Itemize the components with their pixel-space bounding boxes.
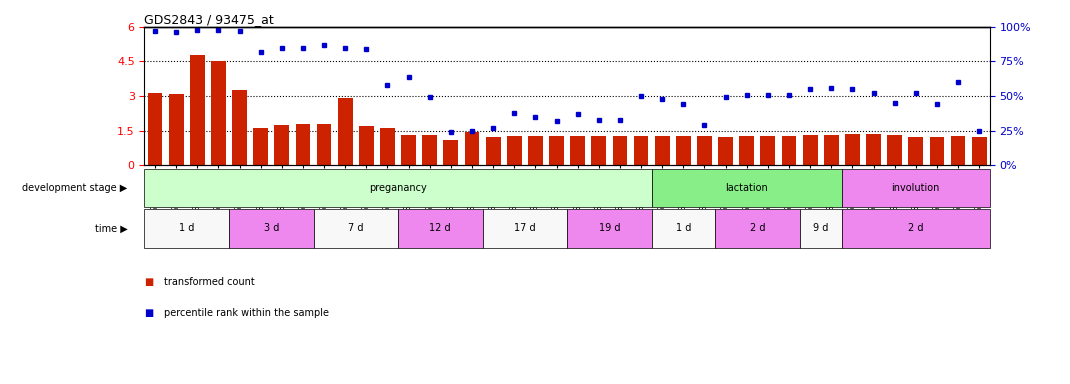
Bar bbox=[211, 61, 226, 165]
Bar bbox=[739, 136, 754, 165]
Bar bbox=[148, 93, 163, 165]
Bar bbox=[824, 135, 839, 165]
Text: 1 d: 1 d bbox=[675, 223, 691, 233]
Text: ■: ■ bbox=[144, 308, 154, 318]
Text: 1 d: 1 d bbox=[179, 223, 195, 233]
Bar bbox=[144, 169, 652, 207]
Bar bbox=[866, 134, 881, 165]
Bar bbox=[887, 135, 902, 165]
Bar bbox=[652, 169, 842, 207]
Text: preganancy: preganancy bbox=[369, 183, 427, 193]
Bar bbox=[528, 136, 542, 165]
Text: GDS2843 / 93475_at: GDS2843 / 93475_at bbox=[144, 13, 274, 26]
Bar bbox=[802, 135, 817, 165]
Bar bbox=[401, 135, 416, 165]
Bar bbox=[338, 98, 353, 165]
Text: 9 d: 9 d bbox=[813, 223, 828, 233]
Bar bbox=[254, 128, 269, 165]
Bar bbox=[232, 90, 247, 165]
Text: time ▶: time ▶ bbox=[95, 223, 127, 233]
Bar bbox=[842, 169, 990, 207]
Bar bbox=[464, 132, 479, 165]
Text: lactation: lactation bbox=[725, 183, 768, 193]
Bar bbox=[398, 209, 483, 248]
Bar bbox=[295, 124, 310, 165]
Text: percentile rank within the sample: percentile rank within the sample bbox=[164, 308, 328, 318]
Bar bbox=[570, 136, 585, 165]
Bar bbox=[950, 136, 965, 165]
Bar bbox=[676, 136, 691, 165]
Bar bbox=[972, 137, 987, 165]
Text: ■: ■ bbox=[144, 277, 154, 287]
Bar bbox=[715, 209, 799, 248]
Bar bbox=[274, 125, 289, 165]
Bar bbox=[189, 55, 204, 165]
Bar bbox=[799, 209, 842, 248]
Text: 19 d: 19 d bbox=[598, 223, 621, 233]
Bar bbox=[718, 137, 733, 165]
Bar bbox=[443, 140, 458, 165]
Text: 2 d: 2 d bbox=[750, 223, 765, 233]
Bar bbox=[314, 209, 398, 248]
Text: 17 d: 17 d bbox=[514, 223, 536, 233]
Text: 2 d: 2 d bbox=[908, 223, 923, 233]
Text: development stage ▶: development stage ▶ bbox=[22, 183, 127, 193]
Bar bbox=[655, 136, 670, 165]
Text: 7 d: 7 d bbox=[348, 223, 364, 233]
Bar bbox=[908, 137, 923, 165]
Bar bbox=[380, 128, 395, 165]
Bar bbox=[507, 136, 522, 165]
Bar bbox=[317, 124, 332, 165]
Bar bbox=[633, 136, 648, 165]
Bar bbox=[845, 134, 860, 165]
Bar bbox=[842, 209, 990, 248]
Bar bbox=[169, 94, 184, 165]
Bar bbox=[761, 136, 776, 165]
Bar bbox=[652, 209, 715, 248]
Bar bbox=[930, 137, 945, 165]
Text: 12 d: 12 d bbox=[429, 223, 452, 233]
Bar bbox=[781, 136, 796, 165]
Text: involution: involution bbox=[891, 183, 939, 193]
Text: transformed count: transformed count bbox=[164, 277, 255, 287]
Bar bbox=[567, 209, 652, 248]
Bar bbox=[612, 136, 627, 165]
Bar bbox=[423, 135, 438, 165]
Bar bbox=[697, 136, 712, 165]
Bar bbox=[144, 209, 229, 248]
Bar bbox=[486, 137, 501, 165]
Bar bbox=[229, 209, 314, 248]
Text: 3 d: 3 d bbox=[263, 223, 279, 233]
Bar bbox=[549, 136, 564, 165]
Bar bbox=[483, 209, 567, 248]
Bar bbox=[358, 126, 373, 165]
Bar bbox=[592, 136, 607, 165]
